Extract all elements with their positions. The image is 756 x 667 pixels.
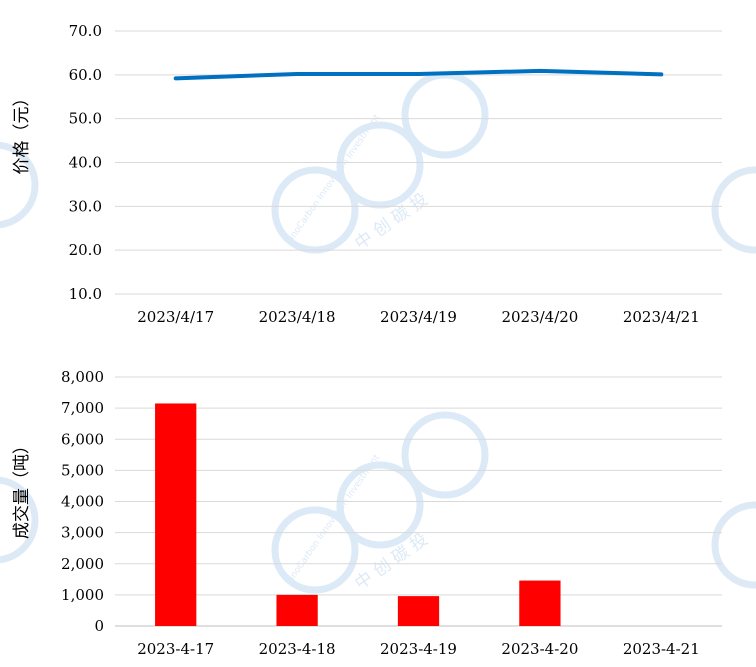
x-tick-label: 2023-4-17 (137, 640, 214, 658)
y-tick-label: 0 (94, 617, 104, 635)
x-tick-label: 2023-4-20 (501, 640, 578, 658)
x-tick-label: 2023/4/21 (623, 308, 700, 326)
volume-bar (519, 580, 561, 626)
y-tick-label: 1,000 (61, 586, 104, 604)
x-tick-label: 2023-4-19 (380, 640, 457, 658)
y-tick-label: 4,000 (61, 493, 104, 511)
volume-y-axis: 0 1,000 2,000 3,000 4,000 5,000 6,000 7,000 8,00… (61, 368, 104, 635)
x-tick-label: 2023/4/19 (380, 308, 457, 326)
price-y-axis-label: 价格（元） (12, 90, 32, 175)
price-y-axis: 10.0 20.0 30.0 40.0 50.0 60.0 70.0 (69, 22, 102, 303)
price-gridlines (115, 30, 722, 295)
x-tick-label: 2023/4/17 (137, 308, 214, 326)
y-tick-label: 70.0 (69, 22, 102, 40)
y-tick-label: 30.0 (69, 197, 102, 215)
y-tick-label: 60.0 (69, 66, 102, 84)
volume-bar-chart: 0 1,000 2,000 3,000 4,000 5,000 6,000 7,000 8,00… (12, 368, 722, 658)
y-tick-label: 40.0 (69, 154, 102, 172)
watermark-top: 中 创 碳 投 SinoCarbon Innovation Investment (0, 71, 756, 254)
volume-gridlines (115, 376, 722, 627)
price-x-axis: 2023/4/17 2023/4/18 2023/4/19 2023/4/20 2023… (137, 308, 700, 326)
y-tick-label: 2,000 (61, 555, 104, 573)
price-line-chart: 10.020.030.040.050.060.070.0 2023/4/17 20… (12, 22, 722, 326)
y-tick-label: 3,000 (61, 524, 104, 542)
x-tick-label: 2023/4/20 (501, 308, 578, 326)
volume-y-axis-label: 成交量（吨） (12, 437, 32, 539)
volume-bar (155, 403, 197, 626)
volume-x-axis: 2023-4-17 2023-4-18 2023-4-19 2023-4-20 2023… (137, 640, 700, 658)
x-tick-label: 2023-4-21 (623, 640, 700, 658)
volume-series (155, 403, 561, 626)
y-tick-label: 6,000 (61, 430, 104, 448)
x-tick-label: 2023/4/18 (259, 308, 336, 326)
y-tick-label: 7,000 (61, 399, 104, 417)
y-tick-label: 5,000 (61, 461, 104, 479)
volume-bar (276, 594, 318, 626)
y-tick-label: 10.0 (69, 285, 102, 303)
volume-bar (397, 596, 440, 626)
y-tick-label: 50.0 (69, 110, 102, 128)
x-tick-label: 2023-4-18 (259, 640, 336, 658)
price-series (173, 68, 664, 81)
y-tick-label: 20.0 (69, 241, 102, 259)
watermark-bottom: 中 创 碳 投 SinoCarbon Innovation Investment (0, 411, 756, 594)
y-tick-label: 8,000 (61, 368, 104, 386)
